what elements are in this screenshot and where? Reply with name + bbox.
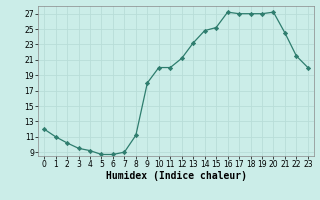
X-axis label: Humidex (Indice chaleur): Humidex (Indice chaleur) bbox=[106, 171, 246, 181]
